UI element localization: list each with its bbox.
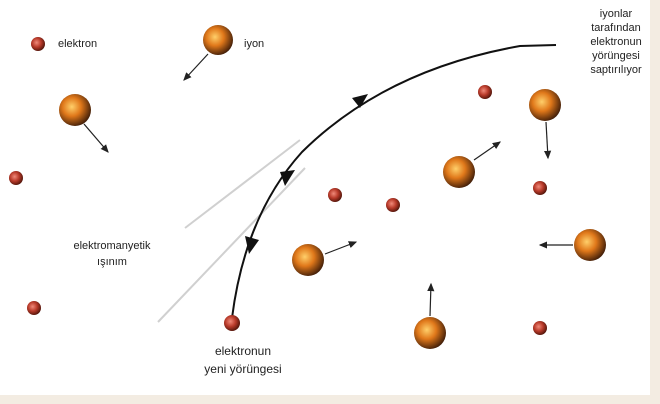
electron (533, 181, 547, 195)
electron (386, 198, 400, 212)
ion-label: iyon (244, 38, 264, 50)
label-line: yörüngesi (592, 50, 640, 62)
panel (0, 0, 650, 395)
electron (31, 37, 45, 51)
electron (533, 321, 547, 335)
ion (59, 94, 91, 126)
ion (574, 229, 606, 261)
label-line: saptırılıyor (590, 64, 642, 76)
label-line: elektronun (590, 36, 641, 48)
diagram: elektron iyon iyonlar tarafından elektro… (0, 0, 660, 404)
ion (203, 25, 233, 55)
electron-label: elektron (58, 38, 97, 50)
label-line: iyonlar (600, 8, 633, 20)
page: elektron iyon iyonlar tarafından elektro… (0, 0, 660, 404)
ion (529, 89, 561, 121)
label-line: ışınım (97, 256, 127, 268)
ion (443, 156, 475, 188)
electron (27, 301, 41, 315)
electron (478, 85, 492, 99)
label-line: yeni yörüngesi (204, 362, 281, 376)
ion (292, 244, 324, 276)
electron (328, 188, 342, 202)
electron (224, 315, 240, 331)
label-line: tarafından (591, 22, 641, 34)
label-line: elektronun (215, 344, 271, 358)
label-line: elektromanyetik (73, 240, 151, 252)
electron (9, 171, 23, 185)
ion (414, 317, 446, 349)
